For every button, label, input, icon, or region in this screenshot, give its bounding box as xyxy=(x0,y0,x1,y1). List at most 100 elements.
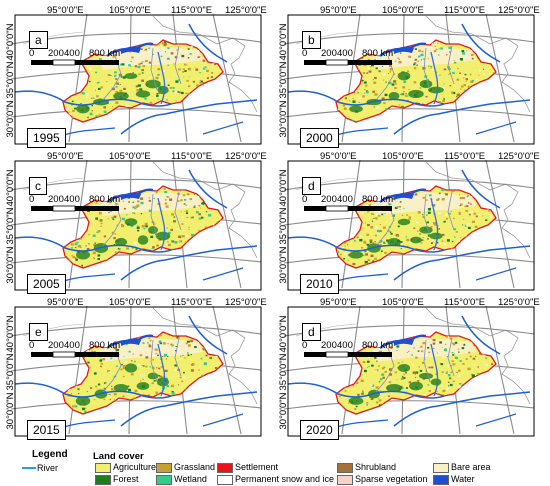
lon-label: 125°0'0"E xyxy=(225,5,267,16)
lat-label: 30°0'0"N xyxy=(5,100,16,137)
landcover-title: Land cover xyxy=(93,451,144,462)
scale-label-200: 200 xyxy=(48,48,64,59)
lon-label: 95°0'0"E xyxy=(320,297,356,308)
water-swatch xyxy=(433,475,449,485)
lon-label: 95°0'0"E xyxy=(47,297,83,308)
wetland-swatch xyxy=(156,475,172,485)
panel-year: 2000 xyxy=(300,128,339,148)
map-canvas: 0 200 400 800 km 95°0'0"E 105°0'0"E 115°0'0"E 1… xyxy=(278,5,540,145)
lat-label: 30°0'0"N xyxy=(278,100,289,137)
scale-label-200: 200 xyxy=(48,194,64,205)
shrubland-label: Shrubland xyxy=(355,462,397,472)
forest-label: Forest xyxy=(113,474,139,484)
lon-label: 105°0'0"E xyxy=(109,151,151,162)
lon-label: 95°0'0"E xyxy=(320,151,356,162)
agriculture-label: Agriculture xyxy=(113,462,157,472)
lon-label: 95°0'0"E xyxy=(47,151,83,162)
map-canvas: 0 200 400 800 km 95°0'0"E 105°0'0"E 115°0'0"E 1… xyxy=(5,297,267,437)
scale-label-400: 400 xyxy=(64,194,80,205)
scale-label-0: 0 xyxy=(302,48,307,59)
scale-label-800: 800 km xyxy=(89,194,120,205)
map-canvas: 0 200 400 800 km 95°0'0"E 105°0'0"E 115°0'0"E 1… xyxy=(5,151,267,291)
scale-label-800: 800 km xyxy=(89,340,120,351)
snow-ice-label: Permanent snow and ice xyxy=(235,474,335,484)
legend-title: Legend xyxy=(32,449,68,460)
scale-bar: 0 200 400 800 km xyxy=(302,340,393,358)
panel-letter: e xyxy=(29,323,48,341)
bare-area-label: Bare area xyxy=(451,462,491,472)
lon-label: 105°0'0"E xyxy=(109,5,151,16)
lat-label: 30°0'0"N xyxy=(278,392,289,429)
lon-label: 105°0'0"E xyxy=(382,151,424,162)
lon-label: 105°0'0"E xyxy=(109,297,151,308)
scale-bar: 0 200 400 800 km xyxy=(29,340,120,358)
panel-letter: a xyxy=(29,31,48,49)
lon-label: 105°0'0"E xyxy=(382,297,424,308)
scale-bar: 0 200 400 800 km xyxy=(302,194,393,212)
scale-label-0: 0 xyxy=(302,340,307,351)
lon-label: 115°0'0"E xyxy=(171,151,212,162)
lon-label: 95°0'0"E xyxy=(47,5,83,16)
scale-label-400: 400 xyxy=(337,194,353,205)
map-panel-1: 0 200 400 800 km 95°0'0"E 105°0'0"E 115°0'0"E 1… xyxy=(3,4,267,148)
lon-label: 105°0'0"E xyxy=(382,5,424,16)
scale-label-800: 800 km xyxy=(362,194,393,205)
settlement-swatch xyxy=(217,463,233,473)
lon-label: 115°0'0"E xyxy=(444,5,485,16)
grassland-swatch xyxy=(156,463,172,473)
map-canvas: 0 200 400 800 km 95°0'0"E 105°0'0"E 115°0'0"E 1… xyxy=(278,297,540,437)
panel-letter: d xyxy=(302,323,321,341)
panel-year: 2015 xyxy=(27,420,66,440)
scale-label-400: 400 xyxy=(337,48,353,59)
lat-label: 35°0'0"N xyxy=(278,353,289,390)
panel-year: 2020 xyxy=(300,420,339,440)
scale-label-0: 0 xyxy=(29,340,34,351)
lat-label: 40°0'0"N xyxy=(5,169,16,206)
map-canvas: 0 200 400 800 km 95°0'0"E 105°0'0"E 115°0'0"E 1… xyxy=(278,151,540,291)
lon-label: 115°0'0"E xyxy=(171,297,212,308)
lat-label: 35°0'0"N xyxy=(5,353,16,390)
map-panel-5: 0 200 400 800 km 95°0'0"E 105°0'0"E 115°0'0"E 1… xyxy=(3,296,267,440)
sparse-vegetation-label: Sparse vegetation xyxy=(355,474,428,484)
lat-label: 30°0'0"N xyxy=(5,246,16,283)
lat-label: 40°0'0"N xyxy=(278,23,289,60)
snow-ice-swatch xyxy=(217,475,233,485)
panel-year: 2010 xyxy=(300,274,339,294)
lat-label: 35°0'0"N xyxy=(5,207,16,244)
map-panel-2: 0 200 400 800 km 95°0'0"E 105°0'0"E 115°0'0"E 1… xyxy=(276,4,540,148)
settlement-label: Settlement xyxy=(235,462,279,472)
panel-letter: c xyxy=(29,177,47,195)
lat-label: 40°0'0"N xyxy=(278,169,289,206)
lat-label: 30°0'0"N xyxy=(278,246,289,283)
panel-letter: b xyxy=(302,31,321,49)
lat-label: 30°0'0"N xyxy=(5,392,16,429)
legend: Legend River Land cover Agriculture Fore… xyxy=(0,448,550,486)
scale-label-800: 800 km xyxy=(362,340,393,351)
panel-letter: d xyxy=(302,177,321,195)
water-label: Water xyxy=(451,474,475,484)
bare-area-swatch xyxy=(433,463,449,473)
river-line-icon xyxy=(22,467,36,469)
lat-label: 35°0'0"N xyxy=(278,61,289,98)
scale-label-400: 400 xyxy=(64,340,80,351)
lat-label: 35°0'0"N xyxy=(5,61,16,98)
scale-bar: 0 200 400 800 km xyxy=(29,194,120,212)
lat-label: 40°0'0"N xyxy=(278,315,289,352)
lon-label: 115°0'0"E xyxy=(444,151,485,162)
lon-label: 125°0'0"E xyxy=(498,151,540,162)
scale-label-400: 400 xyxy=(337,340,353,351)
scale-bar: 0 200 400 800 km xyxy=(302,48,393,66)
wetland-label: Wetland xyxy=(174,474,207,484)
lat-label: 35°0'0"N xyxy=(278,207,289,244)
lon-label: 115°0'0"E xyxy=(444,297,485,308)
scale-label-800: 800 km xyxy=(362,48,393,59)
scale-label-0: 0 xyxy=(29,194,34,205)
legend-river-label: River xyxy=(37,463,59,473)
panel-year: 1995 xyxy=(27,128,66,148)
sparse-vegetation-swatch xyxy=(337,475,353,485)
agriculture-swatch xyxy=(95,463,111,473)
map-panel-4: 0 200 400 800 km 95°0'0"E 105°0'0"E 115°0'0"E 1… xyxy=(276,150,540,294)
map-panel-6: 0 200 400 800 km 95°0'0"E 105°0'0"E 115°0'0"E 1… xyxy=(276,296,540,440)
scale-label-0: 0 xyxy=(302,194,307,205)
scale-label-0: 0 xyxy=(29,48,34,59)
